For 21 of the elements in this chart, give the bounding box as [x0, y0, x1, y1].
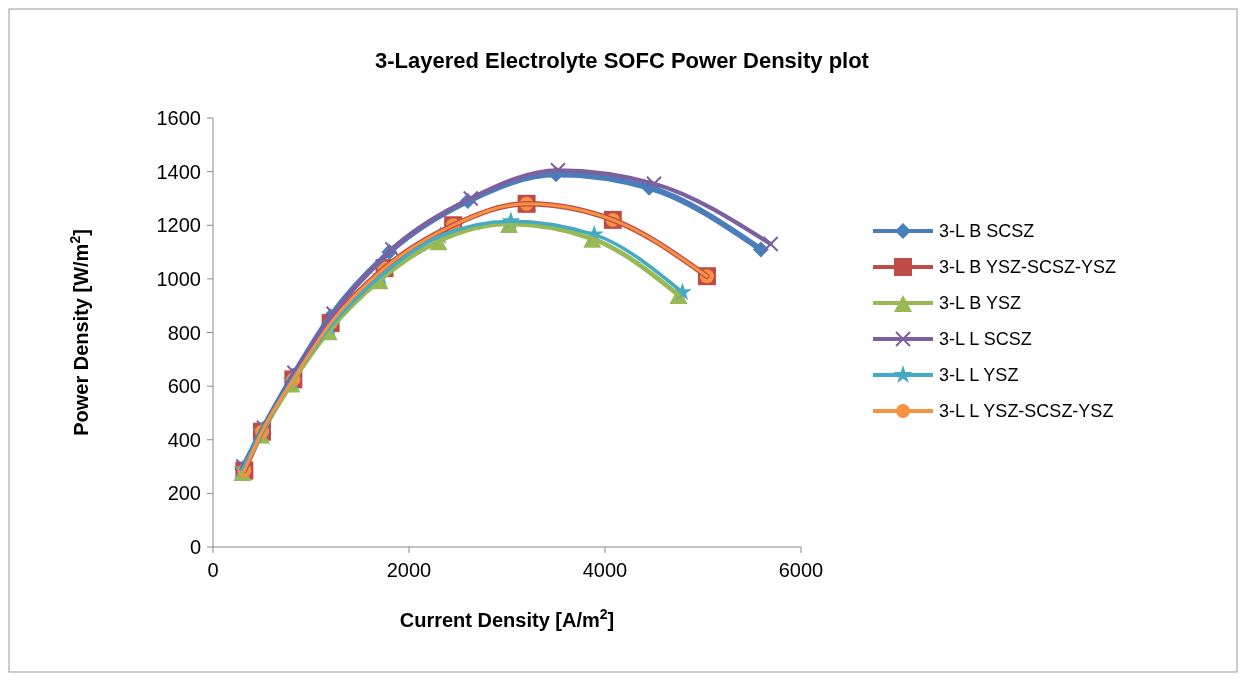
chart-title: 3-Layered Electrolyte SOFC Power Density plot [375, 48, 870, 73]
y-tick-label: 1400 [156, 160, 201, 183]
x-tick-label: 4000 [582, 559, 628, 581]
y-tick-label: 1000 [156, 267, 201, 290]
x-axis-title: Current Density [A/m$^{2}$] [399, 606, 615, 631]
legend-label: 3-L B SCSZ [939, 221, 1035, 242]
legend-label: 3-L L YSZ [939, 365, 1019, 386]
x-tick-label: 6000 [778, 559, 824, 581]
y-tick-label: 800 [167, 321, 201, 344]
y-tick-label: 200 [167, 482, 201, 505]
x-tick-label: 0 [207, 559, 219, 581]
y-tick-label: 0 [189, 536, 201, 558]
y-tick-label: 600 [167, 375, 201, 398]
legend-label: 3-L B YSZ [939, 293, 1022, 314]
legend-label: 3-L L SCSZ [939, 329, 1032, 350]
y-tick-label: 1600 [156, 107, 201, 129]
y-tick-label: 400 [167, 428, 201, 451]
y-tick-label: 1200 [156, 214, 201, 237]
x-tick-label: 2000 [386, 559, 432, 581]
legend-label: 3-L L YSZ-SCSZ-YSZ [939, 401, 1114, 422]
legend-label: 3-L B YSZ-SCSZ-YSZ [939, 257, 1117, 278]
